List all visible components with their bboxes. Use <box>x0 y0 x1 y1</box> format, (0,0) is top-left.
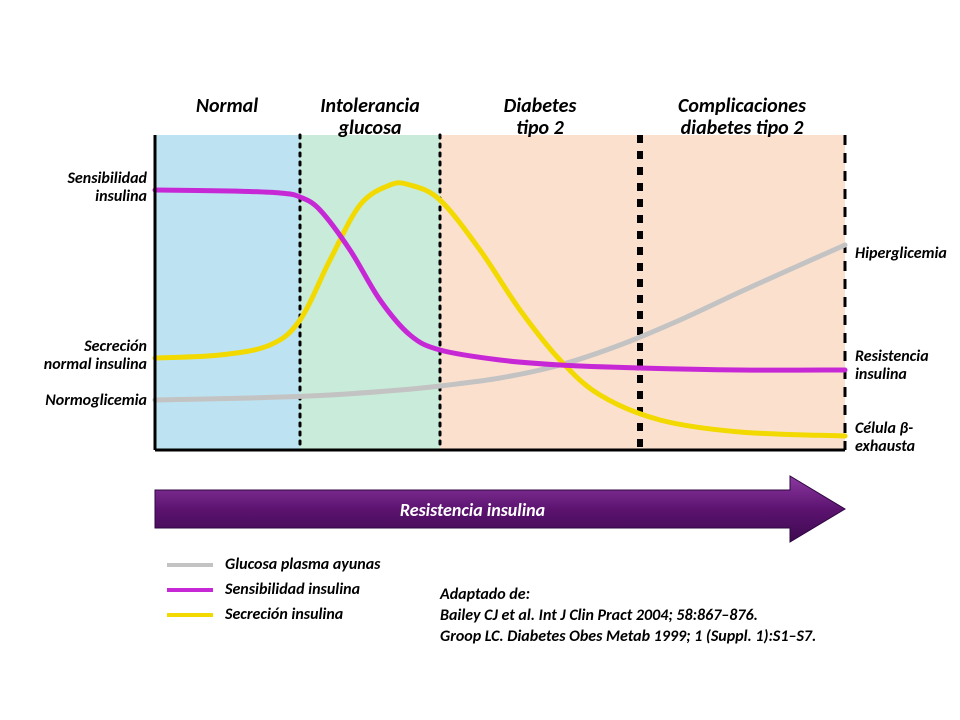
legend-label-secrecion: Secreción insulina <box>225 605 343 624</box>
legend-swatch-sensibilidad <box>167 588 213 592</box>
legend-swatch-glucosa <box>167 563 213 567</box>
legend-label-sensibilidad: Sensibilidad insulina <box>225 580 360 599</box>
r-label-celula-beta: Célula β- exhausta <box>855 420 915 455</box>
legend-swatch-secrecion <box>167 613 213 617</box>
diagram-root: { "canvas": {"width":960,"height":720,"b… <box>0 0 960 720</box>
y-label-sensibilidad: Sensibilidad insulina <box>67 170 147 205</box>
y-label-secrecion: Secreción normal insulina <box>44 338 147 373</box>
y-label-normoglicemia: Normoglicemia <box>45 392 147 410</box>
r-label-hiperglicemia: Hiperglicemia <box>855 245 947 263</box>
citation-text: Adaptado de:Bailey CJ et al. Int J Clin … <box>440 585 816 647</box>
legend-label-glucosa: Glucosa plasma ayunas <box>225 555 380 574</box>
r-label-resistencia: Resistencia insulina <box>855 348 929 383</box>
phase-label-intolerancia: Intolerancia glucosa <box>280 95 460 139</box>
arrow-label: Resistencia insulina <box>155 499 790 521</box>
phase-label-complicaciones: Complicaciones diabetes tipo 2 <box>652 95 832 139</box>
phase-label-diabetes: Diabetes tipo 2 <box>450 95 630 139</box>
